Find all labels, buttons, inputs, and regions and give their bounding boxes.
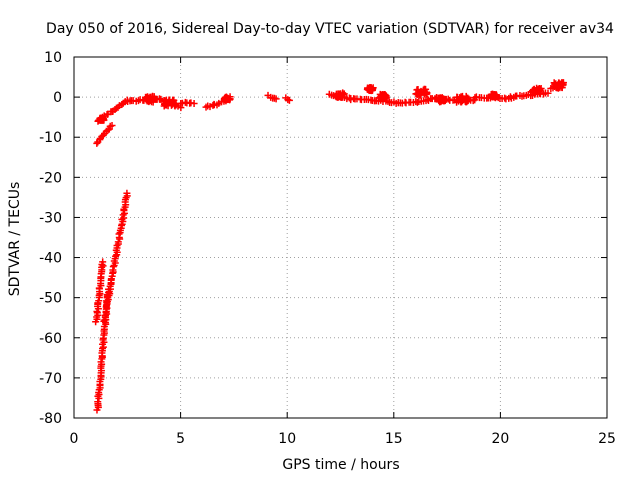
data-point — [108, 121, 116, 129]
data-point — [528, 88, 536, 96]
data-point — [487, 91, 495, 99]
axis-ticks — [73, 56, 608, 419]
y-axis-label: SDTVAR / TECUs — [7, 182, 23, 297]
data-point — [420, 85, 428, 93]
data-point — [462, 93, 470, 101]
data-point — [472, 93, 480, 101]
data-point — [552, 80, 560, 88]
y-tick-label: 0 — [53, 90, 62, 106]
data-point — [93, 139, 101, 147]
data-point — [536, 86, 544, 94]
y-tick-label: -40 — [39, 251, 62, 267]
data-point — [456, 94, 464, 102]
x-tick-label: 20 — [491, 431, 509, 447]
y-tick-label: -50 — [39, 291, 62, 307]
data-point — [221, 95, 229, 103]
y-tick-labels: -80 -70 -60 -50 -40 -30 -20 -10 0 10 — [39, 50, 62, 427]
data-point — [436, 94, 444, 102]
data-point — [104, 126, 112, 134]
data-point — [100, 317, 108, 325]
y-tick-label: -70 — [39, 371, 62, 387]
data-point — [123, 189, 131, 197]
data-point — [112, 252, 120, 260]
y-tick-label: -80 — [39, 411, 62, 427]
x-tick-label: 0 — [70, 431, 79, 447]
data-point — [441, 97, 449, 105]
y-tick-label: -60 — [39, 331, 62, 347]
plot-frame — [73, 56, 608, 419]
data-point — [161, 100, 169, 108]
data-points — [92, 79, 567, 414]
x-tick-label: 5 — [176, 431, 185, 447]
data-point — [413, 98, 421, 106]
data-point — [162, 101, 170, 109]
data-point — [364, 86, 372, 94]
x-axis-label: GPS time / hours — [282, 457, 399, 473]
data-point — [113, 242, 121, 250]
y-tick-label: 10 — [44, 50, 62, 66]
data-point — [99, 115, 107, 123]
data-point — [272, 95, 280, 103]
data-point — [99, 258, 107, 266]
data-point — [145, 97, 153, 105]
grid — [74, 57, 607, 418]
x-tick-label: 10 — [278, 431, 296, 447]
data-point — [152, 95, 160, 103]
chart-title: Day 050 of 2016, Sidereal Day-to-day VTE… — [46, 21, 614, 37]
data-point — [285, 96, 293, 104]
data-point — [148, 93, 156, 101]
x-tick-label: 25 — [598, 431, 616, 447]
y-tick-label: -30 — [39, 210, 62, 226]
data-point — [380, 93, 388, 101]
data-point — [336, 90, 344, 98]
data-point — [109, 263, 117, 271]
data-point — [413, 89, 421, 97]
data-point — [337, 92, 345, 100]
data-point — [340, 94, 348, 102]
data-point — [544, 89, 552, 97]
data-point — [115, 230, 123, 238]
y-tick-label: -10 — [39, 130, 62, 146]
data-point — [190, 99, 198, 107]
y-tick-label: -20 — [39, 170, 62, 186]
x-tick-label: 15 — [385, 431, 403, 447]
data-point — [488, 92, 496, 100]
x-tick-labels: 0 5 10 15 20 25 — [70, 431, 616, 447]
data-point — [143, 94, 151, 102]
